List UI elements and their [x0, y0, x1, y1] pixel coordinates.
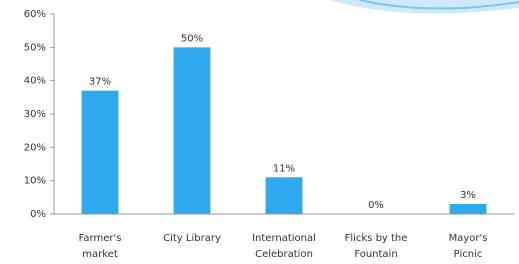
value-label: 0% [368, 200, 384, 211]
chart: 0% 10% 20% 30% 40% 50% 60% Farmer's market 37% Cit… [0, 0, 519, 264]
y-tick-label: 30% [24, 109, 46, 120]
x-tick-label: Farmer's [79, 233, 122, 244]
y-tick-label: 10% [24, 176, 46, 187]
x-tick-label: International [252, 233, 316, 244]
x-tick-label: market [82, 249, 118, 260]
x-tick-label: Picnic [454, 249, 483, 260]
bar [174, 47, 211, 214]
x-tick-label: Celebration [255, 249, 313, 260]
x-tick-label: Mayor's [449, 233, 488, 244]
x-tick-label: Fountain [354, 249, 397, 260]
value-label: 3% [460, 190, 476, 201]
y-tick-label: 40% [24, 76, 46, 87]
bar [82, 91, 119, 214]
value-label: 11% [273, 163, 295, 174]
x-tick-label: Flicks by the [345, 233, 408, 244]
value-label: 37% [89, 77, 111, 88]
y-tick-label: 0% [30, 209, 46, 220]
y-tick-label: 20% [24, 142, 46, 153]
y-tick-label: 50% [24, 42, 46, 53]
value-label: 50% [181, 33, 203, 44]
y-tick-label: 60% [24, 9, 46, 20]
page: 0% 10% 20% 30% 40% 50% 60% Farmer's market 37% Cit… [0, 0, 519, 264]
decoration [330, 0, 519, 13]
x-tick-label: City Library [163, 233, 221, 244]
bar [450, 204, 487, 214]
bar [266, 177, 303, 214]
